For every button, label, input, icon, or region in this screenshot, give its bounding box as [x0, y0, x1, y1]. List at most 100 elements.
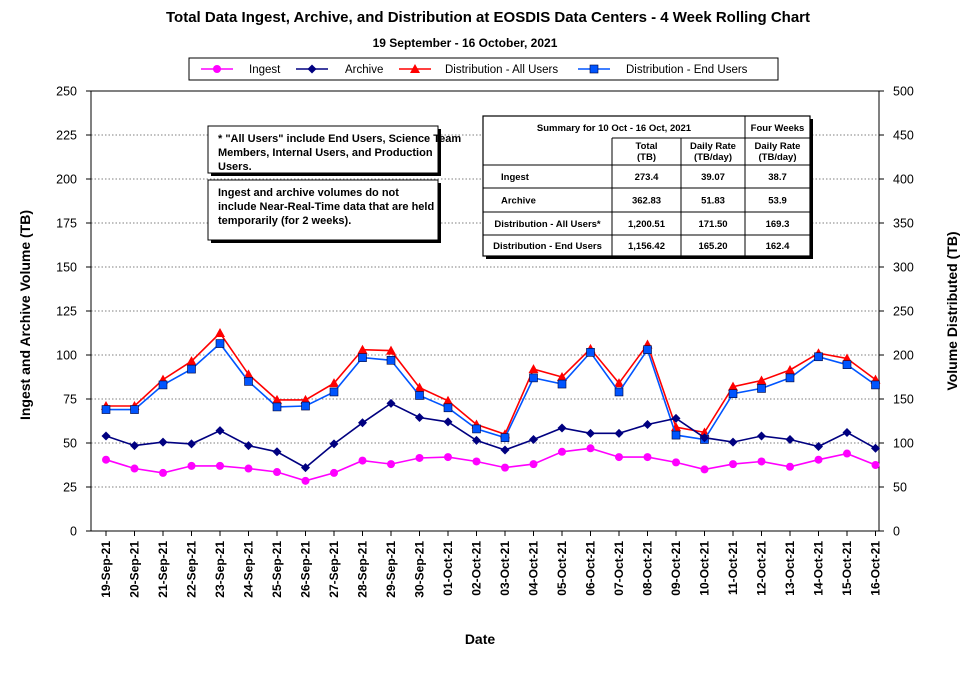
y-left-tick-label: 25	[63, 481, 77, 495]
data-point-ingest	[216, 461, 224, 470]
x-tick-label: 16-Oct-21	[869, 541, 883, 596]
summary-col-four-weeks: Daily Rate (TB/day)	[755, 141, 801, 163]
data-point-distribution-all-users	[215, 328, 225, 337]
data-point-ingest	[130, 464, 139, 473]
series-line-archive	[105, 402, 876, 469]
data-point-distribution-end-users	[643, 345, 652, 355]
x-tick-label: 26-Sep-21	[299, 541, 313, 598]
data-point-archive	[415, 412, 424, 422]
y-right-tick-label: 450	[893, 129, 914, 143]
x-tick-label: 11-Oct-21	[726, 541, 740, 595]
data-point-distribution-all-users	[357, 344, 368, 354]
data-point-archive	[671, 413, 681, 423]
axes: 0 0 25 50 50 100 75 150 100 200 125 250 150 300 175 350…	[56, 85, 914, 598]
legend-label: Archive	[345, 64, 383, 76]
summary-row-four-weeks: 38.7	[768, 172, 787, 183]
x-tick-label: 10-Oct-21	[698, 541, 712, 596]
summary-row-label: Archive	[501, 196, 536, 207]
data-point-ingest	[615, 453, 623, 462]
y-right-tick-label: 350	[893, 217, 914, 231]
data-point-distribution-all-users	[414, 382, 425, 392]
data-point-archive	[272, 447, 282, 457]
data-point-distribution-end-users	[215, 339, 225, 348]
data-point-distribution-end-users	[130, 405, 139, 414]
data-point-distribution-end-users	[386, 355, 396, 365]
data-point-distribution-end-users	[244, 377, 253, 386]
data-point-ingest	[415, 453, 424, 462]
data-point-ingest	[159, 468, 167, 477]
legend-label: Ingest	[249, 64, 281, 76]
legend-swatch-marker	[213, 65, 221, 73]
data-point-distribution-all-users	[272, 394, 282, 404]
x-tick-label: 01-Oct-21	[441, 541, 455, 596]
x-tick-label: 07-Oct-21	[612, 541, 626, 596]
x-tick-label: 06-Oct-21	[584, 541, 598, 596]
data-point-distribution-end-users	[301, 401, 310, 411]
data-point-distribution-end-users	[529, 373, 538, 383]
notes: * "All Users" include End Users, Science…	[207, 125, 461, 243]
data-point-distribution-end-users	[101, 405, 111, 414]
legend: Ingest Archive Distribution - All Users Dis…	[188, 57, 779, 81]
y-left-tick-label: 150	[56, 261, 77, 275]
x-tick-label: 21-Sep-21	[156, 541, 170, 598]
x-tick-label: 14-Oct-21	[812, 541, 826, 596]
series-line-ingest	[105, 447, 876, 482]
y-right-tick-label: 300	[893, 261, 914, 275]
summary-table-title: Summary for 10 Oct - 16 Oct, 2021	[537, 123, 692, 134]
legend-item-distribution-end-users: Distribution - End Users	[578, 64, 748, 76]
summary-row-label: Distribution - All Users*	[494, 219, 601, 230]
data-point-distribution-end-users	[329, 387, 339, 397]
series-layer	[101, 328, 881, 485]
data-point-ingest	[700, 465, 709, 474]
data-point-distribution-end-users	[500, 433, 510, 443]
data-point-archive	[101, 431, 111, 441]
summary-row-four-weeks: 53.9	[768, 196, 787, 207]
legend-item-ingest: Ingest	[201, 64, 281, 76]
note-all-users: * "All Users" include End Users, Science…	[207, 125, 461, 176]
x-tick-label: 30-Sep-21	[413, 541, 427, 598]
summary-row-total: 1,156.42	[628, 241, 665, 252]
y-left-tick-label: 50	[63, 437, 77, 451]
data-point-ingest	[301, 476, 310, 485]
legend-swatch-marker	[589, 64, 599, 74]
data-point-distribution-end-users	[415, 391, 424, 400]
data-point-distribution-end-users	[785, 373, 795, 383]
x-tick-label: 25-Sep-21	[270, 541, 284, 598]
data-point-ingest	[757, 457, 766, 466]
summary-row-daily: 171.50	[698, 219, 727, 230]
data-point-archive	[814, 442, 823, 452]
summary-row-total: 1,200.51	[628, 219, 666, 230]
x-axis-label: Date	[465, 631, 496, 647]
y-axis-right-label: Volume Distributed (TB)	[944, 231, 960, 390]
data-point-ingest	[444, 453, 452, 462]
summary-row-daily: 51.83	[701, 196, 725, 207]
y-right-tick-label: 0	[893, 525, 900, 539]
chart-title: Total Data Ingest, Archive, and Distribu…	[166, 9, 810, 26]
summary-table-frame	[482, 115, 811, 257]
summary-row-total: 273.4	[635, 172, 659, 183]
series-line-distribution-all-users	[106, 331, 876, 436]
data-point-archive	[700, 433, 709, 443]
x-tick-label: 29-Sep-21	[384, 541, 398, 598]
y-left-tick-label: 200	[56, 173, 77, 187]
data-point-ingest	[729, 460, 737, 469]
data-point-ingest	[273, 468, 281, 477]
x-tick-label: 09-Oct-21	[669, 541, 683, 596]
y-right-tick-label: 150	[893, 393, 914, 407]
data-point-ingest	[843, 449, 851, 458]
summary-col-daily: Daily Rate (TB/day)	[690, 141, 736, 163]
data-point-ingest	[187, 461, 196, 470]
y-right-tick-label: 50	[893, 481, 907, 495]
summary-row-four-weeks: 169.3	[766, 219, 790, 230]
y-left-tick-label: 175	[56, 217, 77, 231]
summary-row-daily: 165.20	[698, 241, 727, 252]
data-point-distribution-all-users	[756, 375, 767, 385]
data-point-archive	[871, 443, 880, 453]
data-point-archive	[301, 463, 310, 473]
data-point-ingest	[330, 468, 338, 477]
summary-col-total: Total (TB)	[636, 141, 658, 163]
data-point-distribution-all-users	[528, 364, 539, 374]
data-point-distribution-all-users	[443, 395, 453, 405]
data-point-distribution-all-users	[557, 372, 567, 381]
